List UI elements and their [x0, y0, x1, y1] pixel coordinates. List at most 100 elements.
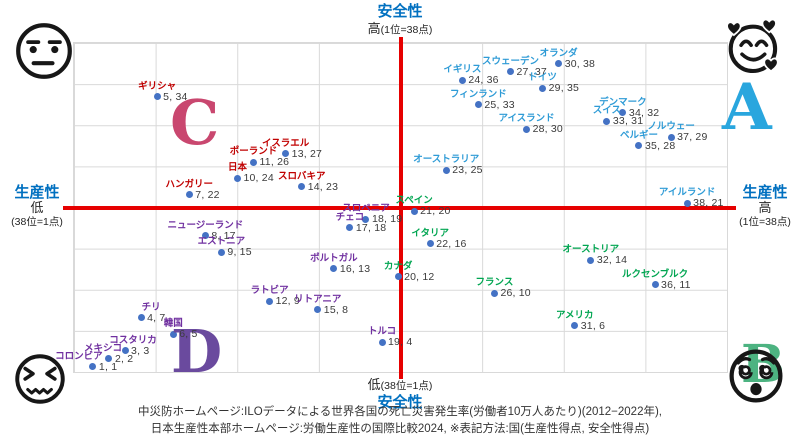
neutral-face-emoji-icon: [14, 21, 74, 81]
data-point-dot: [266, 297, 274, 305]
data-point-value: 12, 9: [275, 295, 300, 308]
data-point-value: 15, 8: [323, 303, 349, 316]
data-point-country-label: 日本: [227, 162, 247, 174]
safety-axis-low-note: 低(38位=1点): [0, 376, 800, 394]
data-point-country-label: コロンビア: [55, 350, 103, 362]
data-point-dot: [426, 240, 434, 248]
data-point-country-label: リトアニア: [294, 293, 342, 305]
data-point-value: 31, 6: [580, 319, 606, 332]
data-point-country-label: スイス: [592, 105, 621, 117]
data-point-dot: [105, 355, 113, 363]
data-point-value: 35, 28: [644, 139, 676, 152]
data-point-country-label: スウェーデン: [481, 55, 540, 67]
data-point-value: 10, 24: [243, 172, 274, 185]
data-point-dot: [458, 76, 466, 84]
data-point-dot: [555, 60, 563, 68]
data-point-country-label: アイルランド: [658, 187, 716, 199]
vertical-divider-line: [398, 37, 403, 379]
data-point-dot: [201, 232, 209, 240]
data-point-dot: [507, 68, 514, 76]
data-point-value: 34, 32: [628, 106, 660, 119]
data-point-value: 11, 26: [259, 156, 290, 169]
right-axis-caption: 生産性 高 (1位=38点): [730, 184, 800, 229]
quadrant-letter-d: D: [171, 317, 223, 386]
data-point-country-label: スロベニア: [342, 203, 390, 215]
data-point-value: 21, 20: [420, 205, 451, 218]
data-point-value: 17, 18: [355, 221, 387, 234]
data-point-value: 7, 22: [195, 188, 220, 201]
data-point-dot: [346, 224, 354, 232]
top-axis-caption: 安全性 高(1位=38点): [0, 3, 800, 38]
data-point-dot: [378, 338, 386, 346]
data-point-dot: [474, 101, 482, 109]
confounded-face-emoji-icon: [12, 351, 68, 407]
data-point-dot: [442, 166, 450, 174]
data-point-dot: [587, 256, 595, 264]
safety-low-points-note: (38位=1点): [380, 380, 433, 392]
data-point-country-label: イタリア: [411, 227, 450, 239]
data-point-value: 22, 16: [436, 237, 467, 250]
data-point-dot: [394, 273, 402, 281]
data-point-value: 8, 17: [211, 229, 236, 242]
data-point-dot: [651, 281, 659, 289]
data-point-country-label: チェコ: [335, 211, 365, 223]
data-point-country-label: アイスランド: [498, 113, 555, 125]
data-point-dot: [153, 93, 161, 100]
data-point-dot: [571, 322, 579, 330]
data-point-value: 19, 4: [388, 336, 413, 349]
source-caption: 中災防ホームページ:ILOデータによる世界各国の死亡災害発生率(労働者10万人あ…: [0, 404, 800, 437]
data-point-value: 13, 27: [291, 147, 323, 160]
data-point-value: 20, 12: [404, 270, 435, 283]
data-point-country-label: チリ: [141, 301, 161, 313]
data-point-dot: [330, 265, 338, 273]
data-point-dot: [603, 117, 611, 125]
data-point-value: 9, 15: [227, 246, 252, 259]
data-point-value: 30, 38: [564, 57, 596, 70]
data-point-value: 2, 2: [114, 352, 134, 365]
data-point-country-label: スペイン: [395, 195, 433, 207]
data-point-dot: [314, 306, 322, 314]
data-point-value: 1, 1: [98, 360, 118, 373]
safety-axis-high-note: 高(1位=38点): [0, 20, 800, 38]
data-point-value: 32, 14: [596, 254, 628, 267]
safety-high-label: 高: [367, 21, 381, 37]
data-point-dot: [217, 248, 225, 256]
productivity-low-points-note: (38位=1点): [11, 216, 63, 229]
data-point-value: 28, 30: [532, 123, 563, 136]
data-point-dot: [410, 207, 418, 215]
quadrant-letter-a: A: [722, 70, 772, 145]
data-point-value: 24, 36: [468, 74, 499, 87]
data-point-value: 27, 37: [516, 65, 547, 78]
data-point-country-label: ハンガリー: [165, 178, 214, 190]
productivity-axis-title-left: 生産性: [14, 184, 60, 201]
data-point-country-label: ギリシャ: [138, 80, 177, 92]
data-point-value: 4, 7: [147, 311, 166, 324]
data-point-value: 16, 13: [339, 262, 371, 275]
data-point-country-label: メキシコ: [83, 342, 122, 354]
data-point-country-label: ラトビア: [250, 285, 289, 297]
data-point-dot: [362, 215, 370, 223]
data-point-dot: [683, 199, 691, 207]
safety-axis-title-top: 安全性: [377, 3, 423, 20]
data-point-value: 5, 34: [163, 90, 188, 103]
data-point-country-label: ベルギー: [619, 129, 658, 141]
data-point-country-label: オーストリア: [562, 244, 620, 256]
data-point-country-label: ポルトガル: [310, 252, 358, 264]
data-point-value: 25, 33: [484, 98, 515, 111]
data-point-value: 29, 35: [548, 82, 580, 95]
data-point-value: 37, 29: [677, 131, 708, 144]
data-point-dot: [89, 363, 97, 371]
productivity-high-points-note: (1位=38点): [739, 216, 791, 229]
data-point-country-label: 韓国: [163, 318, 183, 330]
data-point-country-label: イスラエル: [262, 137, 310, 149]
data-point-dot: [233, 174, 241, 182]
productivity-high-label: 高: [758, 200, 772, 216]
productivity-axis-title-right: 生産性: [742, 184, 788, 201]
data-point-country-label: ポーランド: [229, 146, 278, 158]
data-point-value: 18, 19: [371, 213, 403, 226]
data-point-dot: [282, 150, 290, 158]
left-axis-caption: 生産性 低 (38位=1点): [2, 184, 72, 229]
data-point-value: 38, 21: [693, 197, 724, 210]
data-point-dot: [635, 142, 643, 150]
data-point-country-label: イギリス: [443, 64, 482, 76]
